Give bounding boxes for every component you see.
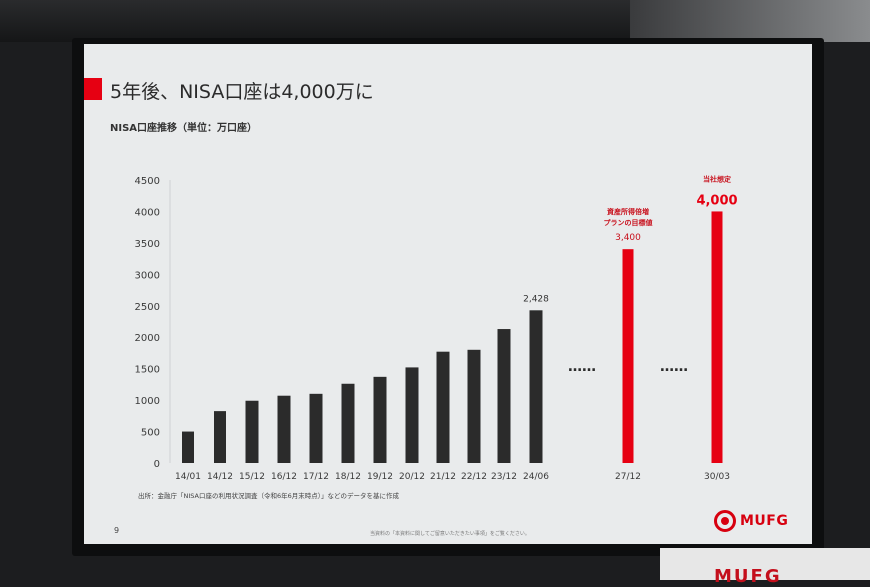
nisa-accounts-chart: 0 500 1000 1500 2000 2500 3000 3500 4000 4500 14/0… [135, 174, 738, 482]
y-tick-label: 3000 [135, 270, 160, 281]
x-tick-label: 24/06 [523, 472, 549, 482]
footer-disclaimer: 当資料の「本資料に関してご留意いただきたい事項」をご覧ください。 [370, 531, 530, 537]
bar-17-12 [309, 393, 323, 463]
x-tick-label: 22/12 [461, 472, 487, 482]
bar-30-03 [711, 211, 723, 463]
annotation-label: プランの目標値 [604, 218, 653, 227]
bar-22-12 [467, 349, 481, 463]
bar-23-12 [497, 329, 511, 463]
mufg-logo: MUFG [714, 510, 788, 532]
bar-20-12 [405, 367, 419, 463]
bar-27-12 [622, 249, 634, 463]
x-tick-label: 21/12 [430, 472, 456, 482]
bar-24-06 [529, 310, 543, 463]
x-tick-label: 14/12 [207, 472, 233, 482]
page-number: 9 [114, 526, 120, 535]
background-panel [660, 548, 870, 580]
value-label: 3,400 [615, 233, 641, 243]
x-tick-label: 19/12 [367, 472, 393, 482]
title-accent-bar [84, 78, 102, 100]
y-tick-label: 0 [154, 459, 160, 470]
chart-subtitle: NISA口座推移（単位：万口座） [110, 123, 258, 134]
value-label: 4,000 [696, 193, 737, 208]
bar-15-12 [245, 400, 259, 463]
y-tick-label: 1500 [135, 365, 160, 376]
bar-16-12 [277, 395, 291, 463]
mufg-logo-text: MUFG [740, 513, 789, 529]
x-tick-label: 23/12 [491, 472, 517, 482]
slide-title: 5年後、NISA口座は4,000万に [110, 81, 374, 103]
background-logo-text: MUFG [714, 566, 782, 587]
annotation-label: 資産所得倍増 [607, 207, 649, 216]
x-tick-label: 14/01 [175, 472, 201, 482]
x-tick-label: 20/12 [399, 472, 425, 482]
x-tick-label: 15/12 [239, 472, 265, 482]
bar-14-12 [214, 411, 226, 463]
y-tick-label: 3500 [135, 239, 160, 250]
y-tick-label: 1000 [135, 396, 160, 407]
y-tick-label: 2500 [135, 302, 160, 313]
y-tick-label: 4000 [135, 207, 160, 218]
x-tick-label: 16/12 [271, 472, 297, 482]
x-tick-label: 27/12 [615, 472, 641, 482]
room-wall [630, 0, 870, 42]
bar-14-01 [182, 431, 194, 463]
x-tick-label: 30/03 [704, 472, 730, 482]
annotation-label: 当社想定 [703, 174, 731, 183]
x-tick-label: 18/12 [335, 472, 361, 482]
mufg-logo-mark-icon [714, 510, 736, 532]
break-marker: …… [568, 359, 596, 375]
slide-screen: 5年後、NISA口座は4,000万に NISA口座推移（単位：万口座） 0 500… [84, 44, 812, 544]
break-marker: …… [660, 359, 688, 375]
value-label: 2,428 [523, 294, 549, 304]
bar-18-12 [341, 383, 355, 463]
bar-21-12 [436, 351, 450, 463]
y-tick-label: 500 [141, 428, 160, 439]
y-tick-label: 4500 [135, 176, 160, 187]
x-tick-label: 17/12 [303, 472, 329, 482]
source-note: 出所：金融庁「NISA口座の利用状況調査（令和6年6月末時点）」などのデータを基… [138, 492, 399, 500]
y-tick-label: 2000 [135, 333, 160, 344]
bar-19-12 [373, 376, 387, 463]
